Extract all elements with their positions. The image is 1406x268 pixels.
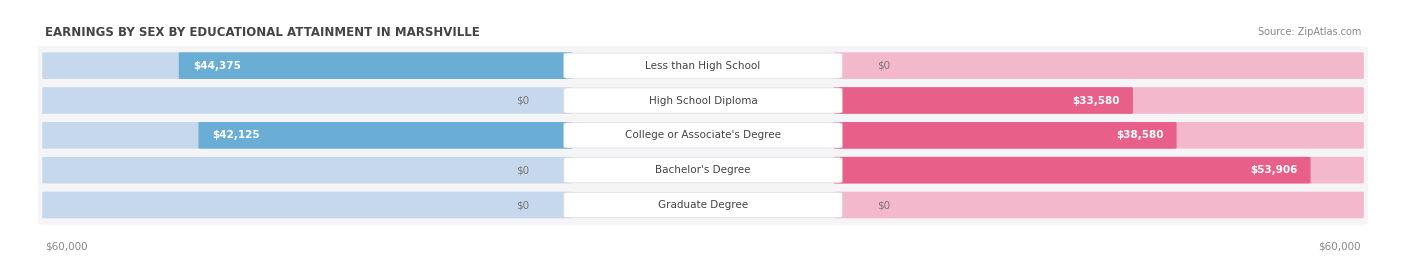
Text: Graduate Degree: Graduate Degree: [658, 200, 748, 210]
Text: $0: $0: [516, 95, 529, 106]
Text: $0: $0: [877, 61, 890, 71]
Text: $33,580: $33,580: [1073, 95, 1121, 106]
Text: $42,125: $42,125: [212, 130, 260, 140]
Text: $0: $0: [516, 200, 529, 210]
Text: $38,580: $38,580: [1116, 130, 1164, 140]
Text: College or Associate's Degree: College or Associate's Degree: [626, 130, 780, 140]
Text: High School Diploma: High School Diploma: [648, 95, 758, 106]
Text: Source: ZipAtlas.com: Source: ZipAtlas.com: [1257, 27, 1361, 37]
Text: $53,906: $53,906: [1250, 165, 1298, 175]
Legend: Male, Female: Male, Female: [650, 243, 756, 261]
Text: $60,000: $60,000: [45, 241, 87, 252]
Text: Bachelor's Degree: Bachelor's Degree: [655, 165, 751, 175]
Text: $0: $0: [877, 200, 890, 210]
Text: $0: $0: [516, 165, 529, 175]
Text: $60,000: $60,000: [1319, 241, 1361, 252]
Text: Less than High School: Less than High School: [645, 61, 761, 71]
Text: EARNINGS BY SEX BY EDUCATIONAL ATTAINMENT IN MARSHVILLE: EARNINGS BY SEX BY EDUCATIONAL ATTAINMEN…: [45, 26, 479, 39]
Text: $44,375: $44,375: [193, 61, 240, 71]
